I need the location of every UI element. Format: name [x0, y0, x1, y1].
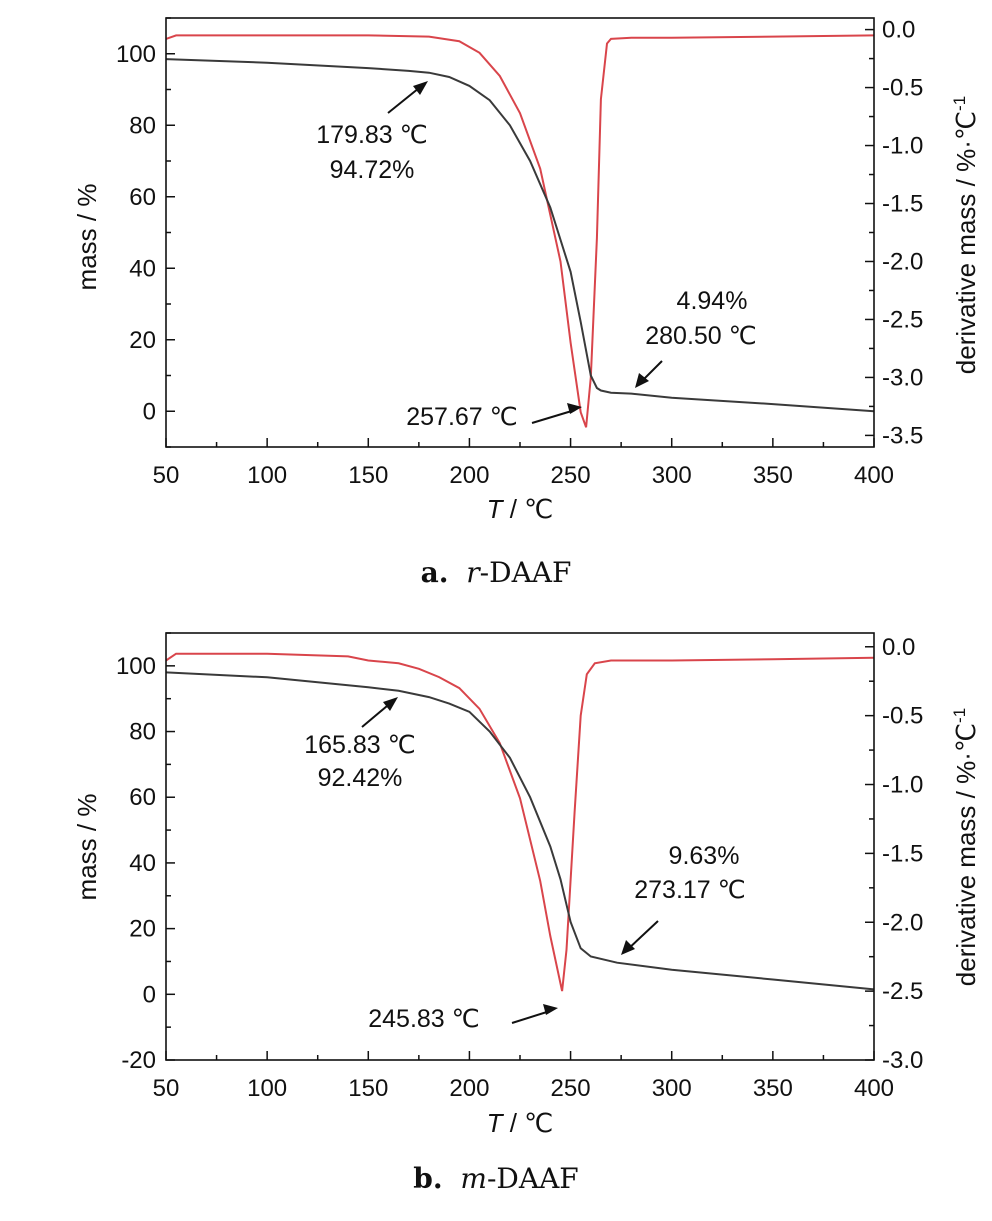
chart-b-x-axis-title: T / ℃ [487, 1108, 554, 1138]
chart-b-annotation-onset-temp: 165.83 ℃ [304, 731, 416, 759]
chart-a-annotation-peak: 257.67 ℃ [406, 403, 582, 431]
chart-b-y2-tick-labels: 0.0 -0.5 -1.0 -1.5 -2.0 -2.5 -3.0 [882, 634, 923, 1074]
chart-b-annotation-onset-mass: 92.42% [318, 764, 403, 792]
chart-b-y-tick-label: 60 [129, 784, 156, 811]
chart-b-y2-tick-label: 0.0 [882, 634, 915, 661]
chart-b-annotation-end-arrowhead [621, 940, 635, 955]
chart-a: 50 100 150 200 250 300 350 400 0 20 40 60 80 100 0.0… [72, 17, 981, 524]
chart-b-annotation-onset-arrowhead [383, 697, 398, 711]
chart-b-annotation-end-arrow [626, 920, 659, 951]
chart-b-grid-ticks [165, 632, 875, 1061]
chart-a-x-tick-label: 300 [652, 462, 692, 489]
chart-a-y-tick-label: 80 [129, 112, 156, 139]
chart-b-y-tick-label: 20 [129, 916, 156, 943]
chart-b-y2-axis-title: derivative mass / %·℃-1 [950, 708, 981, 986]
chart-b-y2-tick-label: -2.5 [882, 978, 923, 1005]
chart-a-x-tick-label: 400 [854, 462, 894, 489]
caption-a-name: -DAAF [479, 556, 572, 589]
chart-a-y2-tick-label: -0.5 [882, 75, 923, 102]
chart-a-x-axis-title: T / ℃ [487, 494, 554, 524]
chart-a-annotation-peak-arrow [531, 409, 576, 424]
chart-b-annotation-peak-arrowhead [543, 1004, 558, 1015]
chart-a-annotation-onset: 179.83 ℃ 94.72% [316, 81, 428, 184]
chart-b-x-tick-label: 250 [551, 1075, 591, 1102]
caption-b-prefix: m [460, 1162, 487, 1195]
chart-b-derivative-line [165, 652, 875, 992]
chart-b-y-tick-label: -20 [121, 1047, 156, 1074]
chart-b: 50 100 150 200 250 300 350 400 -20020406080100 … [72, 632, 981, 1138]
caption-b: b. m-DAAF [0, 1162, 992, 1195]
chart-a-y2-tick-label: -3.0 [882, 364, 923, 391]
chart-b-y2-tick-label: -3.0 [882, 1047, 923, 1074]
chart-b-x-tick-label: 300 [652, 1075, 692, 1102]
chart-a-mass-line [165, 58, 875, 413]
chart-b-annotation-onset: 165.83 ℃ 92.42% [304, 697, 416, 792]
chart-a-y-tick-label: 20 [129, 327, 156, 354]
chart-a-y2-tick-labels: 0.0 -0.5 -1.0 -1.5 -2.0 -2.5 -3.0 -3.5 [882, 17, 923, 450]
chart-a-annotation-onset-arrowhead [413, 81, 428, 95]
chart-a-plot-frame [165, 17, 875, 448]
chart-a-y-tick-label: 0 [143, 398, 156, 425]
chart-b-x-tick-label: 350 [753, 1075, 793, 1102]
chart-a-y-tick-labels: 0 20 40 60 80 100 [116, 41, 156, 426]
chart-a-annotation-end: 4.94% 280.50 ℃ [635, 287, 757, 388]
chart-b-x-tick-labels: 50 100 150 200 250 300 350 400 [153, 1075, 894, 1102]
chart-b-y2-tick-label: -1.0 [882, 772, 923, 799]
chart-b-annotation-end: 9.63% 273.17 ℃ [621, 842, 746, 955]
chart-a-x-tick-label: 200 [449, 462, 489, 489]
chart-b-y-tick-label: 100 [116, 653, 156, 680]
chart-a-y-tick-label: 60 [129, 184, 156, 211]
chart-b-annotation-peak: 245.83 ℃ [368, 1004, 558, 1033]
chart-a-y2-tick-label: -1.0 [882, 133, 923, 160]
caption-a-letter: a. [420, 556, 449, 589]
chart-b-plot-frame [165, 632, 875, 1061]
chart-b-annotation-peak-temp: 245.83 ℃ [368, 1005, 480, 1033]
chart-a-annotation-peak-arrowhead [567, 403, 582, 414]
chart-a-grid-ticks [165, 17, 875, 448]
chart-b-y2-tick-label: -2.0 [882, 909, 923, 936]
chart-b-annotation-peak-arrow [511, 1010, 551, 1024]
chart-b-mass-line [165, 671, 875, 991]
chart-a-derivative-line [165, 34, 875, 428]
caption-b-name: -DAAF [486, 1162, 579, 1195]
caption-a: a. r-DAAF [0, 556, 992, 589]
chart-a-x-tick-label: 150 [348, 462, 388, 489]
chart-a-annotation-onset-mass: 94.72% [330, 156, 415, 184]
chart-b-y-axis-title: mass / % [72, 794, 102, 901]
chart-a-y-axis-title: mass / % [72, 184, 102, 291]
chart-b-x-tick-label: 400 [854, 1075, 894, 1102]
chart-b-annotation-end-mass: 9.63% [669, 842, 740, 870]
chart-a-y-tick-label: 40 [129, 255, 156, 282]
chart-b-x-tick-label: 200 [449, 1075, 489, 1102]
chart-b-y-tick-label: 80 [129, 719, 156, 746]
chart-b-annotation-end-temp: 273.17 ℃ [634, 876, 746, 904]
chart-a-x-tick-label: 50 [153, 462, 180, 489]
chart-a-annotation-end-temp: 280.50 ℃ [645, 322, 757, 350]
chart-b-x-tick-label: 150 [348, 1075, 388, 1102]
chart-a-annotation-onset-temp: 179.83 ℃ [316, 121, 428, 149]
chart-a-annotation-peak-temp: 257.67 ℃ [406, 403, 518, 431]
chart-a-x-tick-label: 350 [753, 462, 793, 489]
chart-b-y-tick-label: 0 [143, 981, 156, 1008]
chart-a-y2-tick-label: -1.5 [882, 191, 923, 218]
chart-a-annotation-end-mass: 4.94% [677, 287, 748, 315]
chart-a-y2-tick-label: -2.5 [882, 306, 923, 333]
chart-b-y2-tick-label: -1.5 [882, 840, 923, 867]
chart-a-y2-tick-label: -2.0 [882, 248, 923, 275]
chart-a-x-tick-labels: 50 100 150 200 250 300 350 400 [153, 462, 894, 489]
chart-a-y-tick-label: 100 [116, 41, 156, 68]
chart-a-y2-tick-label: 0.0 [882, 17, 915, 44]
chart-b-y-tick-labels: -20 0 20 40 60 80 100 [116, 653, 156, 1074]
chart-a-y2-axis-title: derivative mass / %·℃-1 [950, 96, 981, 374]
chart-a-x-tick-label: 250 [551, 462, 591, 489]
chart-b-x-tick-label: 100 [247, 1075, 287, 1102]
chart-a-annotation-end-arrowhead [635, 373, 649, 388]
caption-a-prefix: r [466, 556, 480, 589]
chart-b-y2-tick-label: -0.5 [882, 703, 923, 730]
chart-b-y-tick-label: 40 [129, 850, 156, 877]
chart-b-x-tick-label: 50 [153, 1075, 180, 1102]
caption-b-letter: b. [413, 1162, 443, 1195]
chart-a-y2-tick-label: -3.5 [882, 422, 923, 449]
chart-a-x-tick-label: 100 [247, 462, 287, 489]
